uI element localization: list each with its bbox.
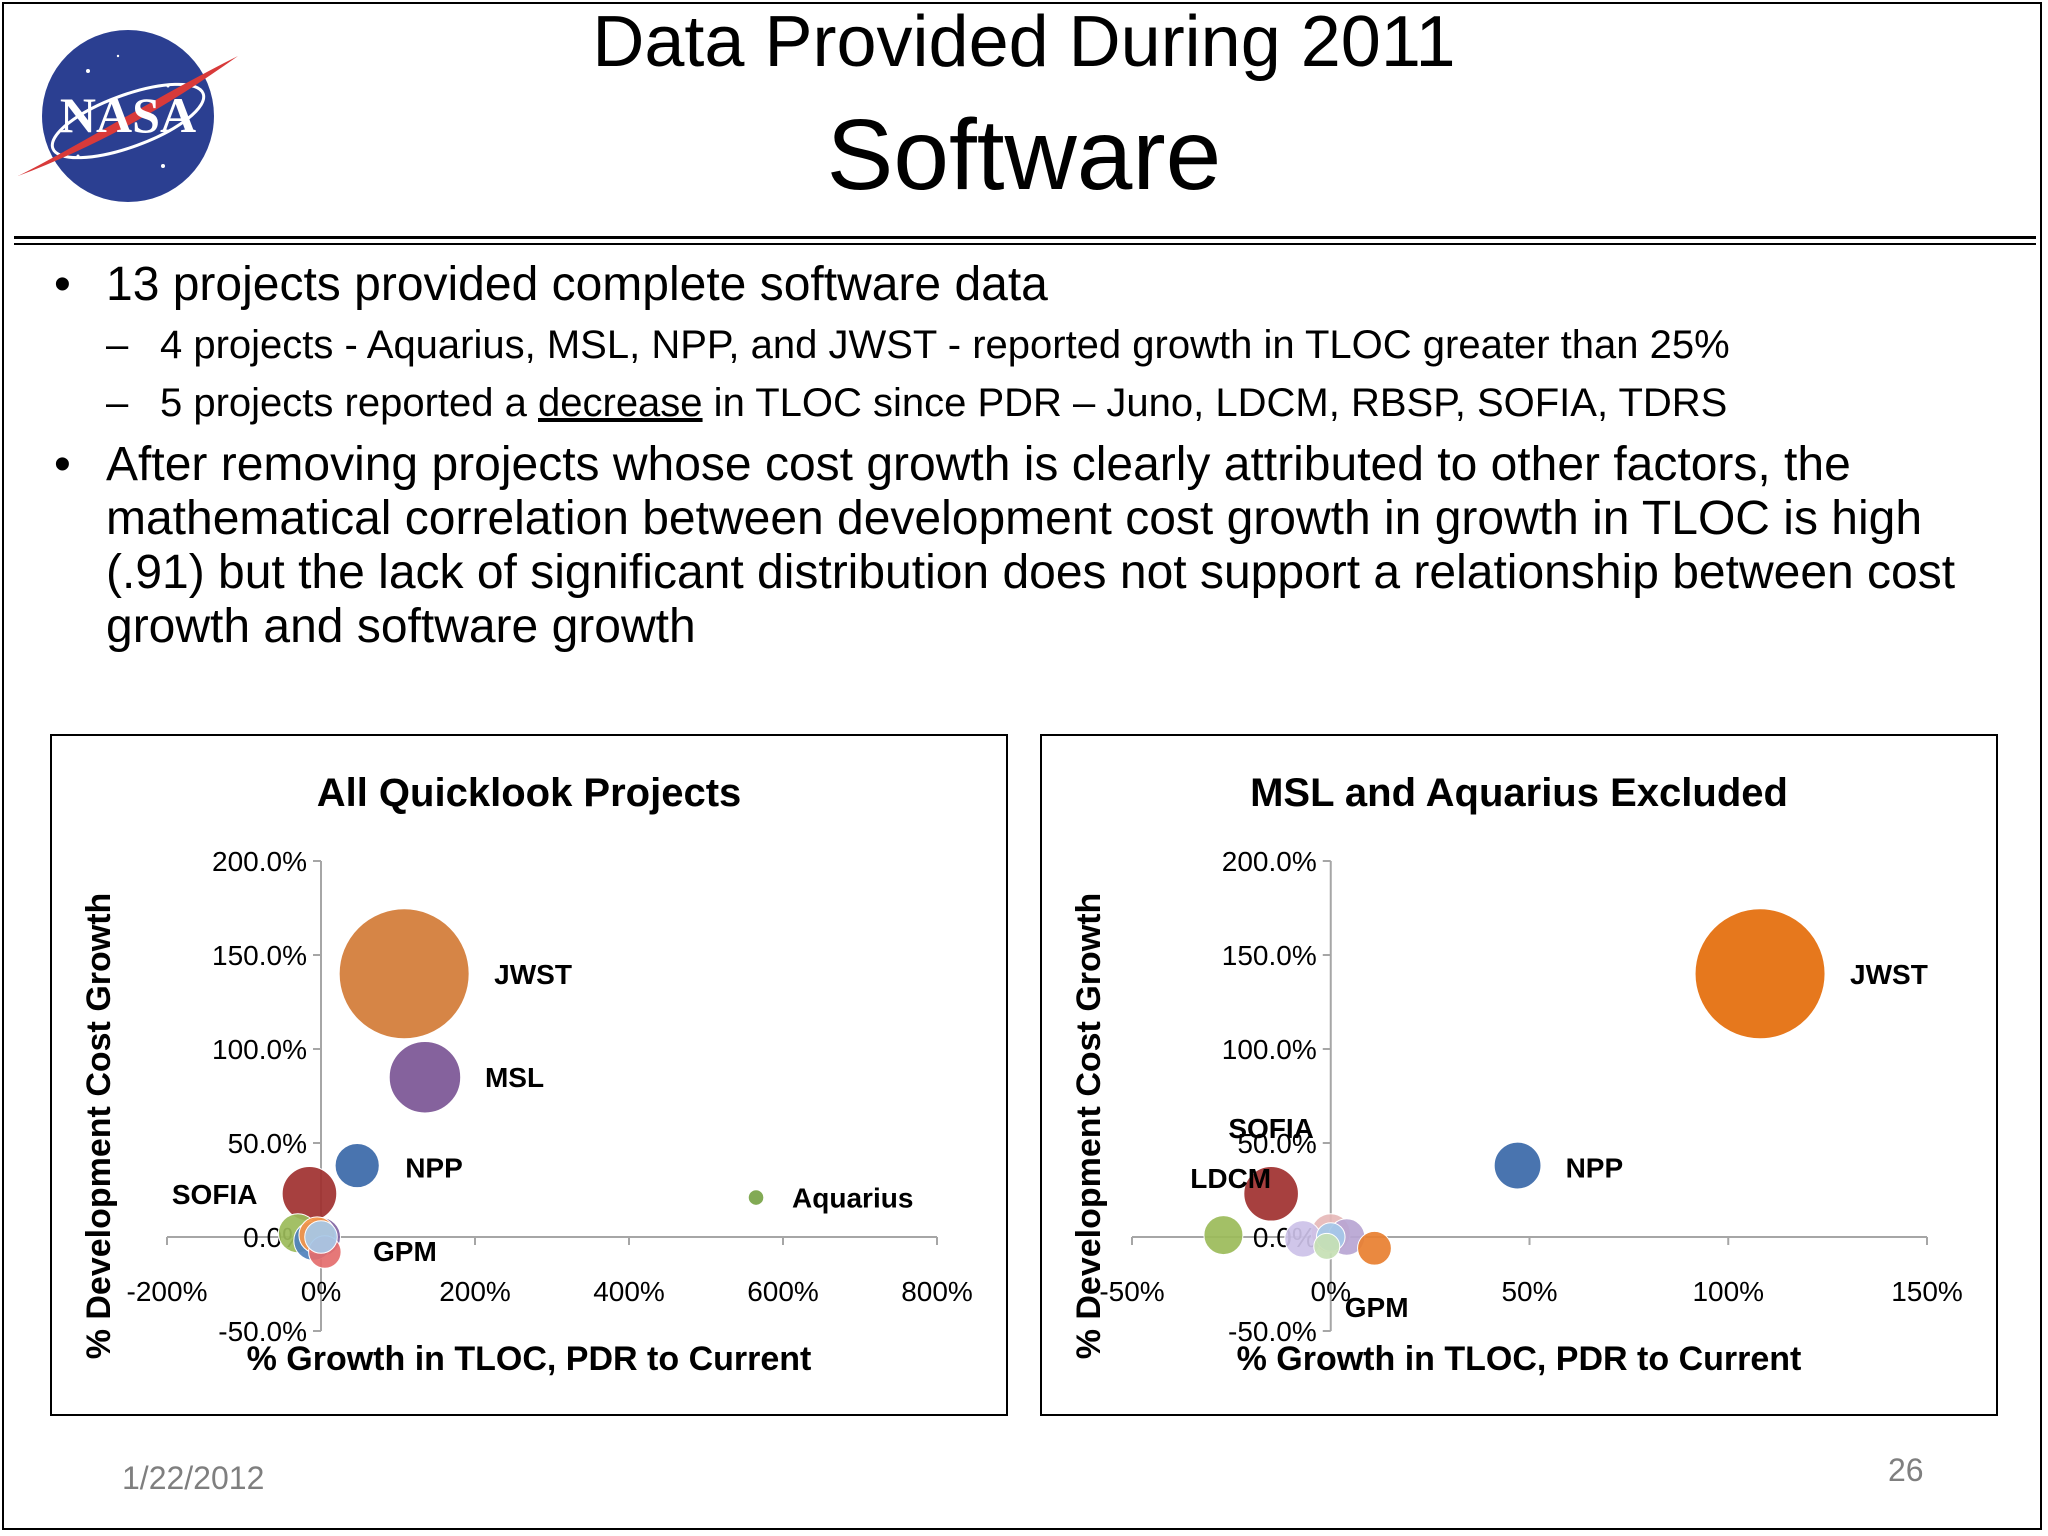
y-tick-label: -50.0% <box>218 1316 307 1347</box>
data-label-msl: MSL <box>485 1062 544 1093</box>
y-tick-label: -50.0% <box>1228 1316 1317 1347</box>
data-label-npp: NPP <box>405 1153 463 1184</box>
data-label-jwst: JWST <box>1850 959 1928 990</box>
bullet-1-sub-2-start: 5 projects reported a <box>160 381 538 425</box>
x-tick-label: 800% <box>901 1276 973 1307</box>
bubble-sofia <box>281 1165 338 1222</box>
y-tick-label: 100.0% <box>212 1034 307 1065</box>
bubble-jwst <box>1694 908 1826 1040</box>
bubble-unlabeled <box>1313 1232 1341 1260</box>
data-label-npp: NPP <box>1566 1153 1624 1184</box>
bullet-1-sub-1: 4 projects - Aquarius, MSL, NPP, and JWS… <box>50 316 2010 374</box>
x-tick-label: 600% <box>747 1276 819 1307</box>
x-tick-label: 200% <box>439 1276 511 1307</box>
y-tick-label: 150.0% <box>212 940 307 971</box>
bubble-aquarius <box>747 1189 765 1206</box>
title-divider-thin <box>14 243 2036 245</box>
chart-title: MSL and Aquarius Excluded <box>1250 771 1788 815</box>
page-number: 26 <box>1888 1452 1924 1488</box>
x-tick-label: -200% <box>127 1276 208 1307</box>
nasa-logo: NASA <box>18 30 238 202</box>
x-tick-label: 400% <box>593 1276 665 1307</box>
bubble-msl <box>388 1040 462 1114</box>
bullet-1-sub-2: 5 projects reported a decrease in TLOC s… <box>50 374 2010 432</box>
footer-date: 1/22/2012 <box>122 1460 265 1496</box>
chart-svg: MSL and Aquarius Excluded-50.0%0.0%50.0%… <box>1070 771 1963 1378</box>
x-tick-label: 0% <box>1311 1276 1351 1307</box>
y-axis-label: % Development Cost Growth <box>1070 893 1108 1360</box>
data-label-sofia: SOFIA <box>1228 1113 1314 1144</box>
x-tick-label: -50% <box>1099 1276 1164 1307</box>
x-tick-label: 50% <box>1501 1276 1557 1307</box>
y-tick-label: 100.0% <box>1222 1034 1317 1065</box>
bubble-unlabeled <box>1203 1215 1244 1256</box>
bullet-1-sub-2-underlined: decrease <box>538 381 703 425</box>
data-label-gpm: GPM <box>373 1236 437 1267</box>
y-tick-label: 200.0% <box>212 846 307 877</box>
x-tick-label: 100% <box>1692 1276 1764 1307</box>
data-label-sofia: SOFIA <box>172 1179 258 1210</box>
x-axis-label: % Growth in TLOC, PDR to Current <box>247 1340 812 1378</box>
chart-title: All Quicklook Projects <box>317 771 742 815</box>
y-tick-label: 150.0% <box>1222 940 1317 971</box>
y-tick-label: 200.0% <box>1222 846 1317 877</box>
bubble-npp <box>334 1142 380 1189</box>
chart-all-quicklook-projects: All Quicklook Projects -50.0% 0.0% 50.0% 100… <box>50 734 1008 1416</box>
title-divider <box>14 236 2036 239</box>
slide-subtitle: Software <box>826 99 1222 211</box>
y-axis-label: % Development Cost Growth <box>80 893 118 1360</box>
data-label-jwst: JWST <box>494 959 572 990</box>
bullet-1-sub-2-end: in TLOC since PDR – Juno, LDCM, RBSP, SO… <box>702 381 1728 425</box>
chart-svg: All Quicklook Projects-50.0%0.0%50.0%100… <box>80 771 973 1378</box>
y-tick-label: 50.0% <box>228 1128 307 1159</box>
bullet-1: 13 projects provided complete software d… <box>50 258 2010 312</box>
bubble-npp <box>1493 1141 1542 1190</box>
y-tick-label: 50.0% <box>1237 1128 1316 1159</box>
bubble-unlabeled <box>1357 1230 1392 1266</box>
bubble-jwst <box>338 908 470 1040</box>
data-label-gpm: GPM <box>1345 1292 1409 1323</box>
svg-text:NASA: NASA <box>60 87 196 143</box>
x-tick-label: 150% <box>1891 1276 1963 1307</box>
x-tick-label: 0% <box>301 1276 341 1307</box>
bubble-ldcm <box>1243 1165 1299 1222</box>
data-label-aquarius: Aquarius <box>792 1183 913 1214</box>
data-label-ldcm: LDCM <box>1190 1163 1271 1194</box>
bubble-gpm <box>304 1220 338 1254</box>
x-axis-label: % Growth in TLOC, PDR to Current <box>1237 1340 1802 1378</box>
bullet-2: After removing projects whose cost growt… <box>50 438 2010 654</box>
slide-title: Data Provided During 2011 <box>592 2 1456 82</box>
bullet-list: 13 projects provided complete software d… <box>50 258 2010 654</box>
chart-msl-aquarius-excluded: MSL and Aquarius Excluded-50.0%0.0%50.0%… <box>1040 734 1998 1416</box>
